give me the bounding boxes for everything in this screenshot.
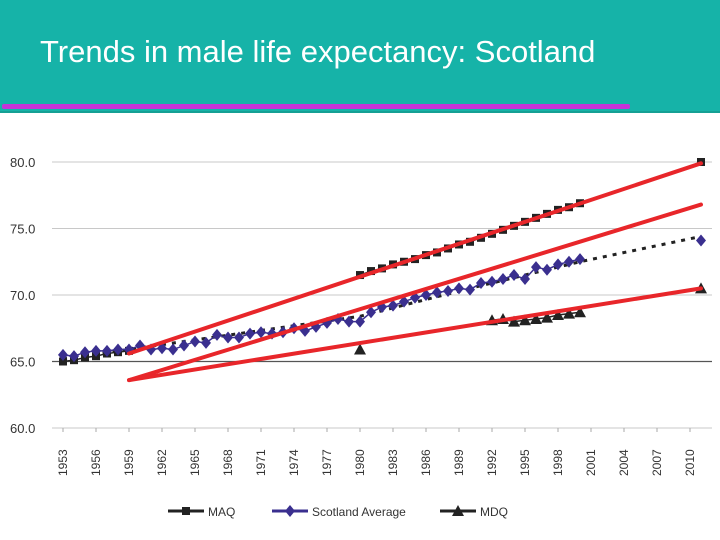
title-underline — [2, 104, 630, 109]
data-point — [575, 253, 585, 266]
legend-label: MAQ — [208, 505, 235, 519]
y-tick-label: 65.0 — [10, 355, 35, 370]
y-axis-labels: 80.0 75.0 70.0 65.0 60.0 — [10, 155, 35, 436]
x-tick-label: 1968 — [221, 449, 235, 476]
y-tick-label: 80.0 — [10, 155, 35, 170]
data-point — [354, 343, 366, 355]
data-point — [388, 299, 398, 312]
x-tick-label: 1980 — [353, 449, 367, 476]
x-tick-label: 1962 — [155, 449, 169, 476]
data-point — [58, 348, 68, 361]
data-point — [432, 286, 442, 299]
data-point — [256, 326, 266, 339]
legend-label: MDQ — [480, 505, 508, 519]
data-point — [574, 306, 586, 318]
data-point — [696, 234, 706, 247]
x-tick-label: 1989 — [452, 449, 466, 476]
data-point — [563, 307, 575, 319]
legend-marker — [285, 505, 295, 517]
data-point — [223, 331, 233, 344]
chart-legend: MAQ Scotland Average MDQ — [168, 505, 508, 519]
data-point — [541, 311, 553, 323]
x-tick-label: 2010 — [683, 449, 697, 476]
data-point — [542, 263, 552, 276]
data-point — [179, 339, 189, 352]
data-point — [454, 282, 464, 295]
data-point — [102, 344, 112, 357]
series-layer — [58, 158, 707, 366]
title-banner — [0, 0, 720, 112]
data-point — [234, 331, 244, 344]
x-tick-label: 1995 — [518, 449, 532, 476]
x-tick-label: 1977 — [320, 449, 334, 476]
data-point — [421, 289, 431, 301]
x-tick-label: 1974 — [287, 449, 301, 476]
y-tick-label: 75.0 — [10, 222, 35, 237]
data-point — [91, 344, 101, 357]
data-point — [531, 261, 541, 274]
trend-annotation-line — [127, 202, 703, 383]
data-point — [530, 312, 542, 324]
data-point — [487, 275, 497, 288]
data-point — [508, 315, 520, 327]
data-point — [465, 283, 475, 296]
data-point — [59, 357, 67, 366]
legend-item: MAQ — [168, 505, 235, 519]
y-tick-label: 60.0 — [10, 421, 35, 436]
data-point — [552, 308, 564, 320]
data-point — [498, 273, 508, 286]
data-point — [476, 277, 486, 290]
data-point — [443, 285, 453, 298]
x-tick-label: 1953 — [56, 449, 70, 476]
x-tick-label: 1998 — [551, 449, 565, 476]
header-divider — [0, 111, 720, 113]
data-point — [509, 269, 519, 282]
x-tick-label: 1983 — [386, 449, 400, 476]
x-tick-label: 1971 — [254, 449, 268, 476]
x-tick-label: 2001 — [584, 449, 598, 476]
data-point — [399, 295, 409, 308]
data-point — [355, 315, 365, 328]
data-point — [519, 314, 531, 326]
x-tick-label: 1956 — [89, 449, 103, 476]
legend-marker — [182, 507, 190, 515]
data-point — [564, 255, 574, 268]
trend-annotation-line — [127, 161, 703, 356]
data-point — [520, 273, 530, 286]
trend-annotation-layer — [127, 161, 703, 383]
x-tick-label: 1986 — [419, 449, 433, 476]
data-point — [168, 343, 178, 356]
x-axis-labels: 1953 1956 1959 1962 1965 1968 1971 1974 1977 1980… — [56, 449, 697, 476]
data-point — [212, 328, 222, 341]
data-point — [80, 346, 90, 359]
data-point — [245, 327, 255, 340]
x-tick-label: 2007 — [650, 449, 664, 476]
slide-title: Trends in male life expectancy: Scotland — [40, 34, 596, 69]
legend-item: MDQ — [440, 505, 508, 519]
data-point — [311, 320, 321, 333]
data-point — [190, 335, 200, 348]
data-point — [201, 336, 211, 349]
x-tick-label: 1965 — [188, 449, 202, 476]
chart-grid — [52, 161, 712, 432]
legend-label: Scotland Average — [312, 505, 406, 519]
data-point — [69, 350, 79, 363]
y-tick-label: 70.0 — [10, 288, 35, 303]
trend-annotation-line — [127, 286, 703, 383]
life-expectancy-chart: 80.0 75.0 70.0 65.0 60.0 1953 1956 1959 1962 196… — [10, 155, 712, 519]
x-tick-label: 2004 — [617, 449, 631, 476]
data-point — [553, 258, 563, 271]
x-tick-label: 1959 — [122, 449, 136, 476]
data-point — [113, 343, 123, 356]
series-maq — [59, 158, 705, 366]
legend-item: Scotland Average — [272, 505, 406, 519]
data-point — [366, 306, 376, 319]
x-tick-label: 1992 — [485, 449, 499, 476]
legend-marker — [452, 505, 464, 516]
data-point — [344, 315, 354, 328]
